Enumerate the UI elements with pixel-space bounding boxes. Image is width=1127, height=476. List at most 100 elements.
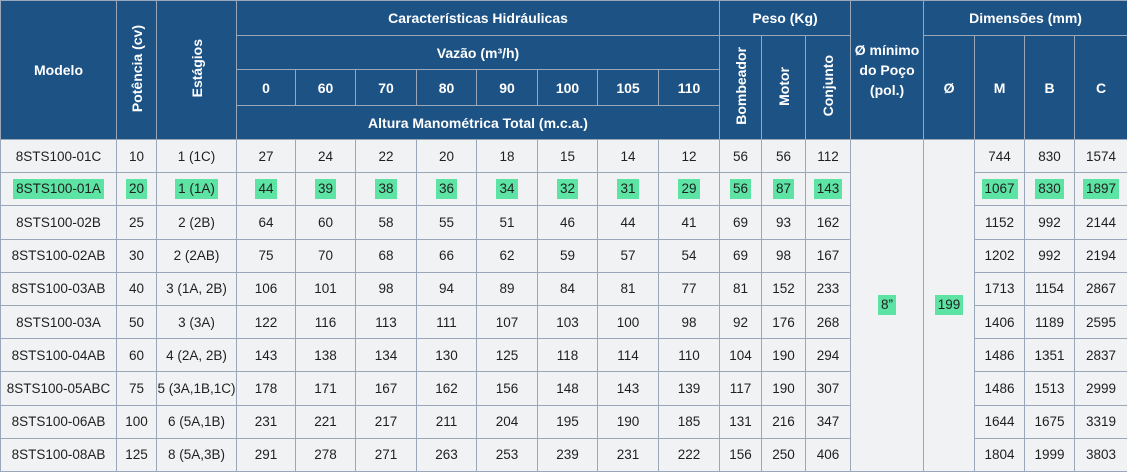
cell-head-105: 231: [597, 437, 659, 472]
cell-diam: 199: [923, 139, 976, 472]
cell-head-110: 185: [657, 404, 721, 439]
table-row: 8STS100-01A 20 1 (1A) 44 39 38 36 34 32 31 29 56 87 1…: [0, 172, 1127, 207]
cell-head-105: 114: [597, 338, 659, 373]
cell-head-80: 211: [416, 404, 477, 439]
header-conjunto-label: Conjunto: [820, 55, 837, 117]
cell-dim-m: 1804: [974, 437, 1026, 472]
cell-dim-c: 3803: [1074, 437, 1127, 472]
cell-bombeador: 156: [719, 437, 763, 472]
cell-head-80: 263: [416, 437, 477, 472]
cell-estagios: 1 (1A): [156, 172, 237, 207]
cell-conjunto-highlight: 143: [813, 179, 843, 200]
cell-bombeador: 92: [719, 304, 763, 340]
cell-dim-c: 2867: [1074, 271, 1127, 306]
cell-head-110: 41: [657, 205, 721, 240]
cell-head-70: 113: [355, 304, 417, 340]
header-vazao: Vazão (m³/h): [235, 35, 721, 70]
header-caracteristicas: Características Hidráulicas: [235, 0, 721, 36]
header-flow: 100: [537, 69, 598, 106]
cell-dim-c-highlight: 1897: [1083, 179, 1120, 200]
cell-head-60: 39: [295, 172, 356, 207]
header-potencia: Potência (cv): [116, 0, 157, 140]
cell-potencia: 60: [116, 338, 157, 373]
cell-head-110: 77: [657, 271, 721, 306]
header-diam: Ø: [923, 35, 976, 140]
cell-conjunto: 406: [805, 437, 852, 472]
cell-estagios: 3 (1A, 2B): [156, 271, 237, 306]
cell-conjunto: 162: [805, 205, 852, 240]
cell-head-105: 100: [597, 304, 659, 340]
table-row: 8STS100-02AB 30 2 (2AB) 75 70 68 66 62 59 57 54 69 9…: [0, 238, 1127, 273]
cell-head-80: 111: [416, 304, 477, 340]
cell-head-60: 101: [295, 271, 356, 306]
cell-modelo: 8STS100-01A: [0, 172, 117, 207]
cell-head-0-highlight: 44: [255, 179, 277, 200]
cell-estagios: 1 (1C): [156, 138, 237, 174]
cell-estagios: 2 (2AB): [156, 238, 237, 273]
header-m: M: [974, 35, 1026, 140]
cell-head-110: 222: [657, 437, 721, 472]
cell-head-100: 46: [537, 205, 598, 240]
table-row: 8STS100-03A 50 3 (3A) 122 116 113 111 107 103 100…: [0, 304, 1127, 340]
cell-head-70: 167: [355, 371, 417, 406]
cell-dim-b: 830: [1024, 172, 1076, 207]
cell-head-80-highlight: 36: [435, 179, 458, 200]
cell-conjunto: 268: [805, 304, 852, 340]
cell-modelo-highlight: 8STS100-01A: [13, 179, 104, 200]
cell-head-60: 116: [295, 304, 356, 340]
cell-poco: 8”: [850, 139, 925, 472]
cell-poco-highlight: 8”: [878, 295, 897, 316]
cell-dim-m: 1486: [974, 338, 1026, 373]
cell-potencia-highlight: 20: [125, 179, 148, 200]
cell-dim-b: 830: [1024, 138, 1076, 174]
header-dimensoes: Dimensões (mm): [923, 0, 1127, 36]
cell-head-60: 70: [295, 238, 356, 273]
cell-conjunto: 143: [805, 172, 852, 207]
cell-dim-b: 1351: [1024, 338, 1076, 373]
cell-bombeador: 69: [719, 205, 763, 240]
cell-head-90: 34: [476, 172, 538, 207]
cell-head-0: 178: [236, 371, 296, 406]
cell-head-70: 58: [355, 205, 417, 240]
header-estagios: Estágios: [156, 0, 237, 140]
cell-head-100: 118: [537, 338, 598, 373]
cell-dim-b: 1189: [1024, 304, 1076, 340]
header-bombeador-label: Bombeador: [732, 47, 749, 125]
cell-conjunto: 347: [805, 404, 852, 439]
cell-dim-c: 1574: [1074, 138, 1127, 174]
cell-head-105: 31: [597, 172, 659, 207]
cell-motor: 87: [761, 172, 807, 207]
cell-head-70: 98: [355, 271, 417, 306]
cell-potencia: 25: [116, 205, 157, 240]
header-flow: 90: [476, 69, 538, 106]
cell-potencia: 75: [116, 371, 157, 406]
cell-head-80: 94: [416, 271, 477, 306]
cell-bombeador: 56: [719, 138, 763, 174]
cell-head-110: 139: [657, 371, 721, 406]
cell-head-110-highlight: 29: [678, 179, 700, 200]
cell-bombeador: 56: [719, 172, 763, 207]
cell-dim-c: 2194: [1074, 238, 1127, 273]
cell-modelo: 8STS100-01C: [0, 138, 117, 174]
cell-dim-c: 2144: [1074, 205, 1127, 240]
cell-modelo: 8STS100-03AB: [0, 271, 117, 306]
cell-head-90: 51: [476, 205, 538, 240]
cell-head-60: 278: [295, 437, 356, 472]
cell-head-80: 130: [416, 338, 477, 373]
header-motor-label: Motor: [775, 66, 792, 106]
cell-conjunto: 112: [805, 138, 852, 174]
cell-head-0: 106: [236, 271, 296, 306]
cell-head-70: 217: [355, 404, 417, 439]
cell-head-90: 204: [476, 404, 538, 439]
header-bombeador: Bombeador: [719, 35, 763, 140]
cell-motor: 56: [761, 138, 807, 174]
table-row: 8STS100-06AB 100 6 (5A,1B) 231 221 217 211 204 1…: [0, 404, 1127, 439]
cell-head-80: 66: [416, 238, 477, 273]
table-row: 8STS100-01C 10 1 (1C) 27 24 22 20 18 15 14 12 56 56 1…: [0, 138, 1127, 472]
cell-dim-m: 1644: [974, 404, 1026, 439]
cell-head-90: 89: [476, 271, 538, 306]
cell-dim-c: 1897: [1074, 172, 1127, 207]
header-flow: 80: [416, 69, 477, 106]
cell-head-110: 29: [657, 172, 721, 207]
cell-potencia: 50: [116, 304, 157, 340]
